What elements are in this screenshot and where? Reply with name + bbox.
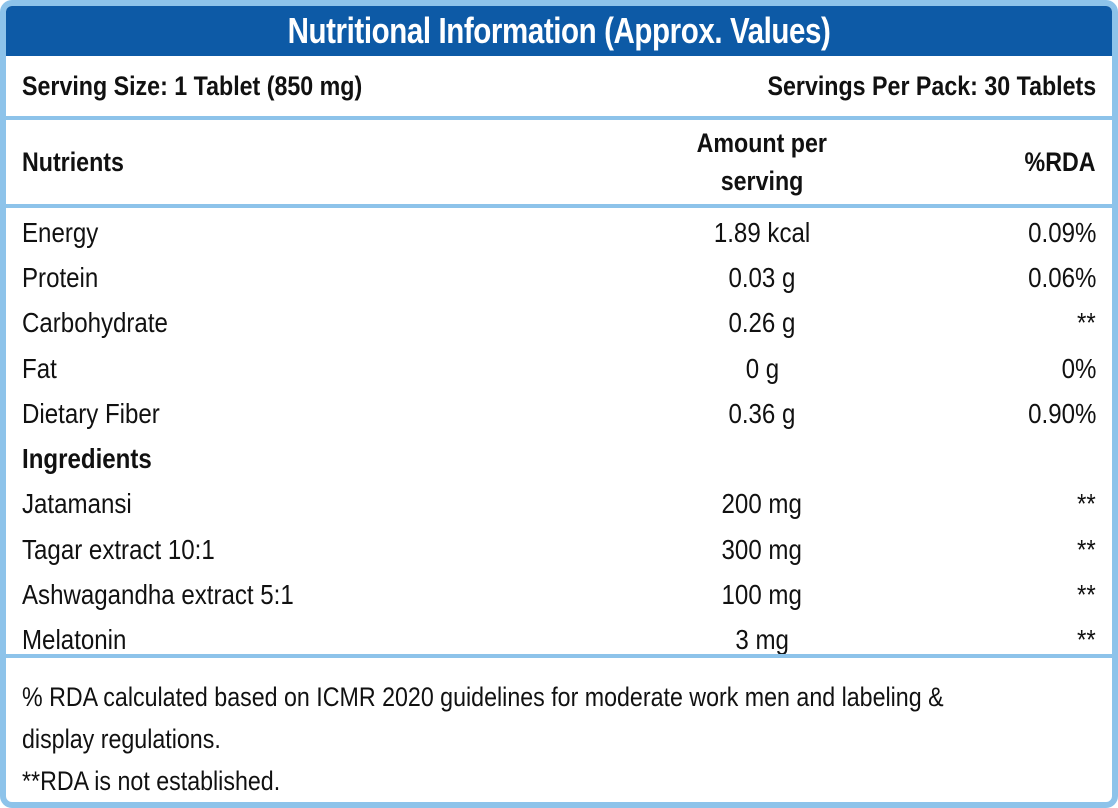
row-rda: ** [1077,307,1096,339]
header-amount-line1: Amount per [696,128,828,158]
row-name: Carbohydrate [22,307,168,339]
row-rda: ** [1077,579,1096,611]
table-row: Protein 0.03 g 0.06% [22,255,1096,300]
footnotes: % RDA calculated based on ICMR 2020 guid… [6,654,1112,802]
row-name: Tagar extract 10:1 [22,533,215,565]
row-name: Fat [22,352,57,384]
footnote-line-2: display regulations. [22,724,221,754]
table-header: Nutrients Amount per serving %RDA [6,120,1112,208]
header-rda: %RDA [1025,146,1096,177]
nutrient-rows: Energy 1.89 kcal 0.09% Protein 0.03 g 0.… [6,208,1112,663]
row-rda: ** [1077,488,1096,520]
table-row: Fat 0 g 0% [22,346,1096,391]
table-row: Ashwagandha extract 5:1 100 mg ** [22,572,1096,617]
header-amount-line2: serving [720,166,804,196]
table-row: Melatonin 3 mg ** [22,618,1096,663]
row-amount: 0.26 g [728,307,796,339]
serving-info-row: Serving Size: 1 Tablet (850 mg) Servings… [6,56,1112,120]
table-row: Energy 1.89 kcal 0.09% [22,210,1096,255]
row-name: Melatonin [22,624,127,656]
row-rda: 0.90% [1027,397,1096,429]
row-rda: 0.09% [1027,216,1096,248]
section-heading-row: Ingredients [22,436,1096,481]
table-row: Tagar extract 10:1 300 mg ** [22,527,1096,572]
footnote-line-3: **RDA is not established. [22,766,281,796]
row-amount: 0.36 g [728,397,796,429]
row-amount: 100 mg [721,579,803,611]
row-name: Dietary Fiber [22,397,160,429]
table-row: Jatamansi 200 mg ** [22,482,1096,527]
row-amount: 0.03 g [728,261,796,293]
serving-size: Serving Size: 1 Tablet (850 mg) [22,70,363,101]
row-amount: 200 mg [721,488,803,520]
table-row: Dietary Fiber 0.36 g 0.90% [22,391,1096,436]
row-amount: 0 g [745,352,779,384]
row-name: Energy [22,216,99,248]
row-rda: ** [1077,624,1096,656]
ingredients-heading: Ingredients [22,443,152,475]
header-nutrients: Nutrients [22,146,124,177]
row-name: Ashwagandha extract 5:1 [22,579,294,611]
header-amount: Amount per serving [562,124,962,200]
row-rda: 0.06% [1027,261,1096,293]
row-name: Jatamansi [22,488,132,520]
table-row: Carbohydrate 0.26 g ** [22,301,1096,346]
row-amount: 1.89 kcal [713,216,811,248]
row-name: Protein [22,261,99,293]
row-amount: 3 mg [735,624,789,656]
row-rda: ** [1077,533,1096,565]
row-rda: 0% [1061,352,1096,384]
title-bar: Nutritional Information (Approx. Values) [6,6,1112,56]
row-amount: 300 mg [721,533,803,565]
panel-title: Nutritional Information (Approx. Values) [287,10,831,51]
servings-per-pack: Servings Per Pack: 30 Tablets [767,70,1096,101]
footnote-line-1: % RDA calculated based on ICMR 2020 guid… [22,682,944,712]
